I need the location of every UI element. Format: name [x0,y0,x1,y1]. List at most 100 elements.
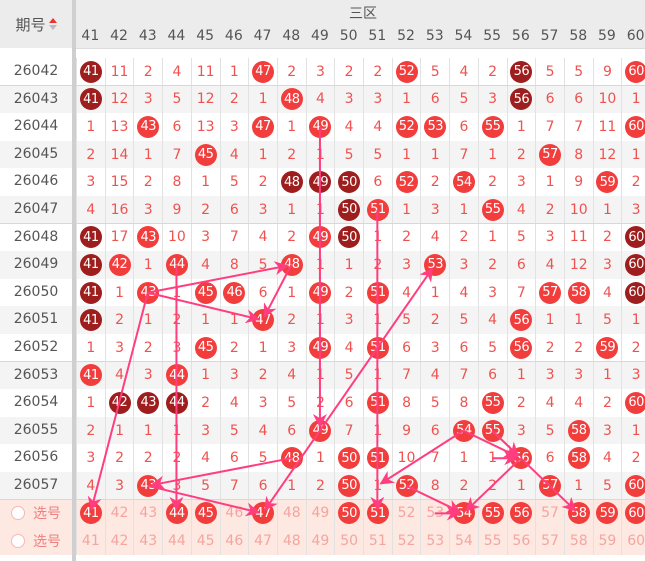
pick-number-60[interactable]: 60 [621,527,645,555]
miss-count-cell: 3 [219,361,249,390]
selected-ball[interactable]: 47 [252,502,275,525]
issue-number: 26049 [13,256,59,273]
pick-number-43[interactable]: 43 [133,527,162,555]
pick-number-43[interactable]: 43 [133,499,162,528]
issue-number: 26047 [13,201,59,217]
pick-number-56[interactable]: 56 [506,527,536,555]
pick-number-49[interactable]: 49 [305,527,335,555]
column-header-60: 60 [626,28,645,44]
pick-number-53[interactable]: 53 [420,527,449,555]
radio-button[interactable] [11,533,25,548]
column-header-43: 43 [138,28,157,44]
miss-count-cell: 6 [477,361,507,390]
issue-number: 26048 [13,228,59,245]
pick-number-55[interactable]: 55 [477,499,507,528]
hit-cell: 52 [391,58,421,86]
pick-number-45[interactable]: 45 [190,527,220,555]
selected-ball[interactable]: 50 [338,502,361,525]
hit-cell: 50 [334,472,363,500]
pick-number-46[interactable]: 46 [219,499,249,528]
miss-count-cell: 6 [219,444,249,472]
number-ball: 41 [79,281,102,304]
miss-count-cell: 8 [391,389,421,417]
header-number-row [76,24,645,49]
pick-number-60[interactable]: 60 [621,499,645,528]
miss-count-cell: 6 [248,278,277,307]
selected-ball[interactable]: 60 [625,502,645,525]
hit-cell: 46 [219,278,249,307]
selected-ball[interactable]: 55 [481,502,504,525]
pick-number-48[interactable]: 48 [276,499,306,528]
pick-number-54[interactable]: 54 [449,527,478,555]
pick-number-44[interactable]: 44 [162,527,191,555]
pick-number-46[interactable]: 46 [219,527,249,555]
selected-ball[interactable]: 45 [194,502,217,525]
pick-row-label[interactable]: 选号 [0,500,72,528]
pick-number-41[interactable]: 41 [76,527,105,555]
miss-count-cell: 2 [592,389,622,417]
pick-number-47[interactable]: 47 [248,527,277,555]
hit-cell: 49 [305,278,335,307]
miss-count-cell: 1 [363,361,392,390]
pick-number-44[interactable]: 44 [162,499,191,528]
miss-count-cell: 12 [592,140,622,169]
pick-number-52[interactable]: 52 [391,499,421,528]
hit-cell: 55 [477,196,507,224]
pick-row: 选号 41 42 43 44 45 46 47 48 49 50 51 52 53 54 55 56 57 58 59… [0,527,645,555]
pick-number-57[interactable]: 57 [535,499,564,528]
hit-cell: 52 [391,113,421,141]
miss-count-cell: 3 [190,223,220,252]
hit-cell: 45 [190,334,220,362]
pick-number-48[interactable]: 48 [276,527,306,555]
pick-number-53[interactable]: 53 [420,499,449,528]
selected-ball[interactable]: 58 [567,502,590,525]
pick-number-56[interactable]: 56 [506,499,536,528]
pick-number-49[interactable]: 49 [305,499,335,528]
miss-count-cell: 13 [190,113,220,141]
pick-number-50[interactable]: 50 [334,499,363,528]
miss-count-cell: 3 [420,196,449,224]
pick-number-58[interactable]: 58 [563,527,593,555]
pick-number-41[interactable]: 41 [76,499,105,528]
issue-column-header[interactable]: 期号 [0,0,72,48]
selected-ball[interactable]: 56 [510,502,533,525]
pick-number-51[interactable]: 51 [363,499,392,528]
miss-count-cell: 2 [363,58,392,86]
sort-arrows-icon[interactable] [48,18,57,30]
miss-count-cell: 5 [334,140,363,169]
number-ball: 41 [79,226,102,249]
pick-number-59[interactable]: 59 [592,527,622,555]
pick-row-label[interactable]: 选号 [0,527,72,555]
pick-number-42[interactable]: 42 [104,499,134,528]
pick-number-50[interactable]: 50 [334,527,363,555]
miss-count-cell: 1 [133,140,162,169]
pick-number-58[interactable]: 58 [563,499,593,528]
miss-count-cell: 2 [477,168,507,196]
number-ball: 49 [309,171,332,194]
hit-cell: 48 [276,85,306,114]
miss-count-cell: 5 [592,306,622,334]
table-row: 26048 41 17 43 10 3 7 4 2 49 50 1 2 4 2 1 5 3 11 2 60 [0,223,645,252]
pick-number-52[interactable]: 52 [391,527,421,555]
miss-count-cell: 3 [104,334,134,362]
radio-button[interactable] [11,506,25,521]
pick-number-42[interactable]: 42 [104,527,134,555]
pick-number-51[interactable]: 51 [363,527,392,555]
selected-ball[interactable]: 51 [366,502,389,525]
miss-count-cell: 6 [219,196,249,224]
miss-count-cell: 7 [449,140,478,169]
selected-ball[interactable]: 54 [452,502,475,525]
pick-number-47[interactable]: 47 [248,499,277,528]
hit-cell: 51 [363,389,392,417]
pick-number-55[interactable]: 55 [477,527,507,555]
pick-number-59[interactable]: 59 [592,499,622,528]
selected-ball[interactable]: 41 [79,502,102,525]
pick-number-57[interactable]: 57 [535,527,564,555]
pick-number-54[interactable]: 54 [449,499,478,528]
miss-count-cell: 5 [276,389,306,417]
column-header-58: 58 [569,28,588,44]
number-ball: 57 [539,143,562,166]
selected-ball[interactable]: 44 [165,502,188,525]
pick-number-45[interactable]: 45 [190,499,220,528]
selected-ball[interactable]: 59 [596,502,619,525]
